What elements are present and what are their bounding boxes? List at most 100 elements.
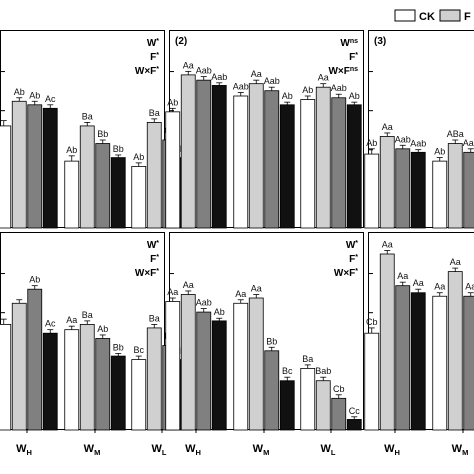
bar <box>249 298 263 430</box>
significance-letter: Aa <box>235 289 246 299</box>
bar <box>365 333 379 430</box>
bar <box>380 254 394 430</box>
significance-letter: Ba <box>149 108 160 118</box>
significance-letter: ABa <box>447 129 464 139</box>
significance-letter: Bb <box>266 336 277 346</box>
significance-letter: Aa <box>251 283 262 293</box>
bar <box>132 360 146 430</box>
significance-letter: Aa <box>413 278 424 288</box>
significance-letter: Ab <box>133 152 144 162</box>
significance-letter: Ab <box>29 275 40 285</box>
x-tick-label: WM <box>84 443 101 457</box>
legend-swatch-ck <box>395 10 415 21</box>
bar <box>132 166 146 228</box>
panel-id-label: (3) <box>374 36 386 47</box>
bar <box>464 296 474 430</box>
significance-stat: W×F* <box>334 268 358 280</box>
significance-letter: Ba <box>302 354 313 364</box>
bar <box>43 108 57 228</box>
significance-stat: W* <box>346 240 358 252</box>
significance-letter: Cb <box>333 384 345 394</box>
significance-letter: Ba <box>82 111 93 121</box>
bar <box>396 286 410 430</box>
panel-id-label: (2) <box>175 36 187 47</box>
significance-letter: Bb <box>113 144 124 154</box>
bar <box>411 152 425 228</box>
significance-letter: Ab <box>282 91 293 101</box>
bar <box>433 296 447 430</box>
significance-letter: Aa <box>183 60 194 70</box>
panel-1: W*F*W×F*AbAbAcAbBaBbBbAbBaCaBb <box>0 31 192 229</box>
bar <box>365 154 379 228</box>
bar <box>28 105 42 228</box>
legend-label-ck: CK <box>419 11 435 23</box>
significance-letter: Bc <box>282 366 293 376</box>
significance-letter: Aab <box>331 83 347 93</box>
bar <box>301 100 315 228</box>
significance-letter: Aa <box>251 69 262 79</box>
panel-3: (3)AbAaAabAabAbABaAab <box>365 31 474 229</box>
significance-letter: Ac <box>45 94 56 104</box>
bar <box>280 105 294 228</box>
significance-letter: Ab <box>29 90 40 100</box>
significance-letter: Aab <box>233 81 249 91</box>
significance-letter: Aa <box>434 282 445 292</box>
bar <box>43 333 57 430</box>
x-tick-label: WH <box>185 443 201 457</box>
significance-letter: Aab <box>264 76 280 86</box>
significance-letter: Ba <box>82 310 93 320</box>
significance-letter: Ab <box>66 145 77 155</box>
bar <box>197 80 211 228</box>
bar <box>433 161 447 228</box>
significance-letter: Bb <box>113 342 124 352</box>
panel-2: (2) WnsF*W×FnsAbAaAabAabAabAaAabAbAbAaAab… <box>166 31 364 229</box>
significance-letter: Bc <box>133 345 144 355</box>
significance-letter: Cb <box>366 317 378 327</box>
bar <box>347 105 361 228</box>
significance-letter: Ab <box>97 324 108 334</box>
bar <box>332 398 346 430</box>
bar <box>0 324 11 430</box>
bar <box>12 303 26 430</box>
significance-letter: Aab <box>196 66 212 76</box>
bar <box>265 91 279 228</box>
significance-stat: F* <box>150 52 159 64</box>
bar <box>249 84 263 228</box>
significance-stat: W×F* <box>135 268 159 280</box>
bar <box>0 126 11 228</box>
legend: CK F <box>395 10 471 23</box>
significance-letter: Aa <box>66 315 77 325</box>
panel-6: Cb Aa Aa Aa Aa Aa Aa WH WM <box>365 233 474 458</box>
significance-letter: Aab <box>395 134 411 144</box>
bar <box>448 272 462 430</box>
bar <box>166 112 180 228</box>
significance-letter: Aa <box>382 122 393 132</box>
legend-label-f: F <box>464 11 471 23</box>
significance-letter: Aa <box>465 282 474 292</box>
significance-letter: Aa <box>450 257 461 267</box>
bar <box>65 330 79 430</box>
x-tick-label: WM <box>452 443 469 457</box>
significance-letter: Aa <box>167 287 178 297</box>
significance-letter: Bb <box>97 129 108 139</box>
bar <box>280 381 294 430</box>
x-tick-label: WL <box>152 443 167 457</box>
significance-stat: W* <box>147 240 159 252</box>
significance-letter: Aab <box>410 139 426 149</box>
significance-letter: Ac <box>45 319 56 329</box>
x-tick-label: WH <box>16 443 32 457</box>
significance-letter: Ba <box>149 313 160 323</box>
significance-letter: Aa <box>397 271 408 281</box>
significance-stat: W×F* <box>135 66 159 78</box>
bar <box>411 293 425 430</box>
significance-letter: Ab <box>14 87 25 97</box>
bar <box>197 312 211 430</box>
bar <box>80 324 94 430</box>
bar <box>234 96 248 228</box>
significance-stat: F* <box>150 254 159 266</box>
significance-letter: Aab <box>211 72 227 82</box>
bar <box>111 356 125 430</box>
panel-4: W*F*W×F*AbAcAaBaAbBbBcBaBbBcWHWMWL <box>0 233 192 458</box>
significance-letter: Bab <box>315 366 331 376</box>
